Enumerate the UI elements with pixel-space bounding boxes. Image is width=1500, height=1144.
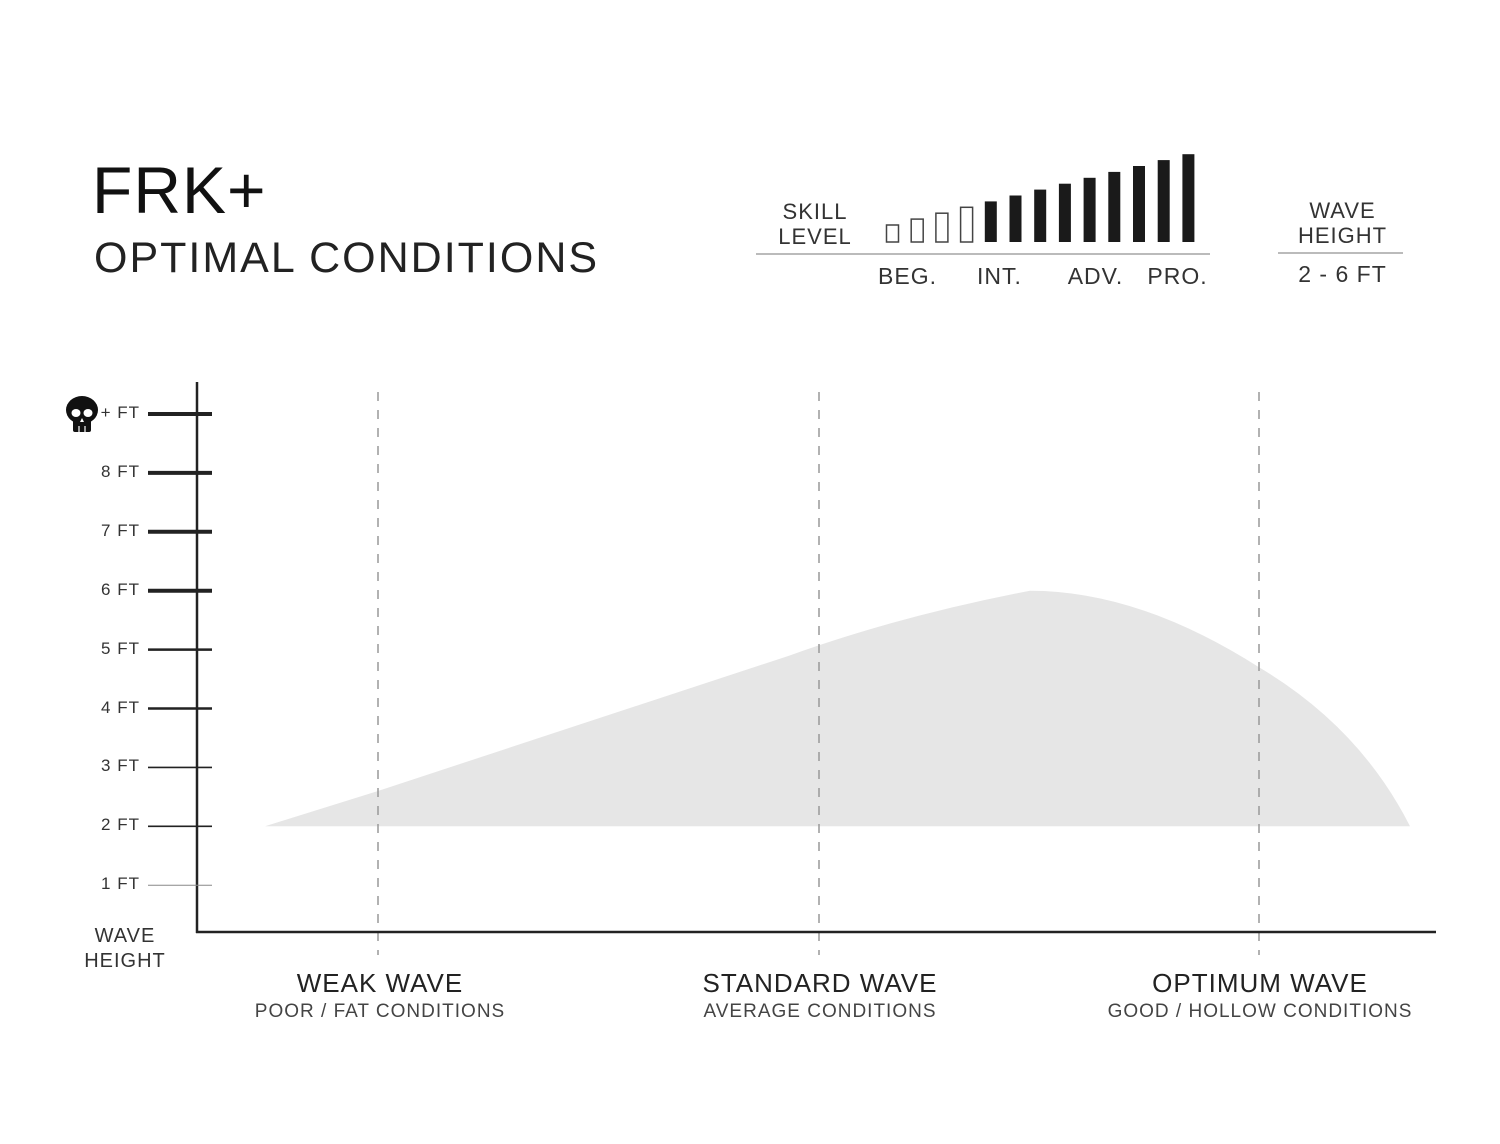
skill-label-line2: LEVEL — [778, 224, 852, 249]
wave-height-line2: HEIGHT — [1297, 223, 1388, 248]
y-tick-label: 1 FT — [101, 874, 140, 894]
skill-bar-13 — [1182, 154, 1195, 242]
y-axis-label: WAVE HEIGHT — [75, 924, 175, 974]
skill-bar-11 — [1133, 166, 1145, 242]
category-label: OPTIMUM WAVE — [1152, 968, 1368, 998]
skill-level-pro: PRO. — [1147, 263, 1208, 289]
skill-bar-2 — [910, 218, 924, 243]
skill-level-beg: BEG. — [878, 263, 937, 289]
skill-bar-10 — [1108, 171, 1121, 242]
category-label: STANDARD WAVE — [702, 968, 938, 998]
y-tick-label: + FT — [100, 403, 140, 422]
skull-icon — [66, 396, 98, 432]
category-weak: WEAK WAVE POOR / FAT CONDITIONS — [180, 968, 580, 1023]
wave-height-label: WAVE HEIGHT — [1290, 198, 1395, 248]
skill-bar-3 — [935, 212, 949, 243]
y-tick-label: 5 FT — [101, 638, 140, 658]
skill-label-line1: SKILL — [782, 199, 848, 224]
skill-level-int: INT. — [977, 263, 1022, 289]
skill-level-adv: ADV. — [1067, 263, 1124, 289]
wave-height-value: 2 - 6 FT — [1298, 261, 1387, 287]
category-sublabel: AVERAGE CONDITIONS — [703, 1001, 937, 1022]
y-axis-label-line2: HEIGHT — [84, 950, 166, 972]
category-sublabel: GOOD / HOLLOW CONDITIONS — [1107, 1001, 1413, 1022]
y-tick-label: 2 FT — [101, 815, 140, 835]
category-optimum: OPTIMUM WAVE GOOD / HOLLOW CONDITIONS — [1060, 968, 1460, 1023]
category-standard: STANDARD WAVE AVERAGE CONDITIONS — [620, 968, 1020, 1023]
skill-bar-9 — [1083, 177, 1096, 242]
skill-bar-4 — [959, 206, 974, 243]
skill-level-label: SKILL LEVEL — [770, 199, 860, 249]
skill-bar-8 — [1058, 183, 1071, 242]
category-label: WEAK WAVE — [296, 968, 464, 998]
y-axis-label-line1: WAVE — [94, 925, 156, 947]
skill-bar-12 — [1157, 160, 1170, 242]
y-tick-label: 7 FT — [101, 520, 140, 540]
skill-bar-7 — [1034, 189, 1047, 242]
chart-subtitle: OPTIMAL CONDITIONS — [94, 234, 600, 282]
chart-title: FRK+ — [92, 153, 267, 227]
y-tick-label: 6 FT — [101, 579, 140, 599]
y-tick-label: 3 FT — [101, 756, 140, 776]
skill-bar-6 — [1009, 195, 1022, 242]
category-sublabel: POOR / FAT CONDITIONS — [254, 1001, 506, 1022]
wave-height-line1: WAVE — [1309, 198, 1376, 223]
skill-bar-5 — [984, 201, 997, 242]
y-tick-label: 4 FT — [101, 697, 140, 717]
skill-bar-1 — [885, 224, 900, 243]
wave-area — [265, 590, 1410, 827]
y-tick-label: 8 FT — [101, 461, 140, 481]
